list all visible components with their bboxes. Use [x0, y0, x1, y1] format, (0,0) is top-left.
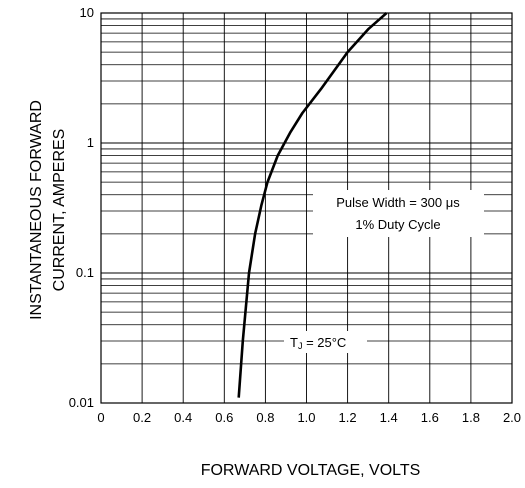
x-tick-label: 0.8: [256, 410, 274, 425]
x-tick-label: 1.0: [297, 410, 315, 425]
x-tick-label: 0.6: [215, 410, 233, 425]
x-tick-label: 0.2: [133, 410, 151, 425]
temperature-subscript: J: [298, 341, 303, 351]
x-tick-label: 1.6: [421, 410, 439, 425]
pulse-width-annotation: Pulse Width = 300 μs: [336, 195, 460, 210]
x-tick-label: 1.4: [380, 410, 398, 425]
x-tick-label: 0.4: [174, 410, 192, 425]
temperature-value: = 25°C: [302, 335, 346, 350]
temperature-annotation-box: [284, 331, 367, 353]
series-layer: [237, 12, 388, 398]
duty-cycle-annotation: 1% Duty Cycle: [355, 217, 440, 232]
temperature-symbol: T: [290, 335, 298, 350]
forward-current-curve: [237, 12, 388, 398]
y-axis-title-line-1: INSTANTANEOUS FORWARD: [28, 100, 45, 320]
x-tick-label: 2.0: [503, 410, 521, 425]
x-axis-title: FORWARD VOLTAGE, VOLTS: [201, 462, 421, 479]
y-tick-label: 0.1: [76, 265, 94, 280]
y-tick-label: 0.01: [69, 395, 94, 410]
temperature-annotation: TJ = 25°C: [290, 335, 346, 351]
y-axis-title: INSTANTANEOUS FORWARD CURRENT, AMPERES: [28, 100, 68, 320]
x-tick-label: 1.8: [462, 410, 480, 425]
x-tick-labels: 0 0.2 0.4 0.6 0.8 1.0 1.2 1.4 1.6 1.8 2.0: [97, 410, 521, 425]
y-axis-title-line-2: CURRENT, AMPERES: [51, 129, 68, 292]
x-tick-label: 0: [97, 410, 104, 425]
y-tick-label: 1: [87, 135, 94, 150]
y-tick-label: 10: [80, 5, 94, 20]
pulse-annotation-box: [313, 190, 484, 237]
grid-lines: [101, 13, 512, 403]
plot-frame: [100, 12, 513, 404]
y-tick-labels: 0.01 0.1 1 10: [69, 5, 94, 410]
x-tick-label: 1.2: [339, 410, 357, 425]
